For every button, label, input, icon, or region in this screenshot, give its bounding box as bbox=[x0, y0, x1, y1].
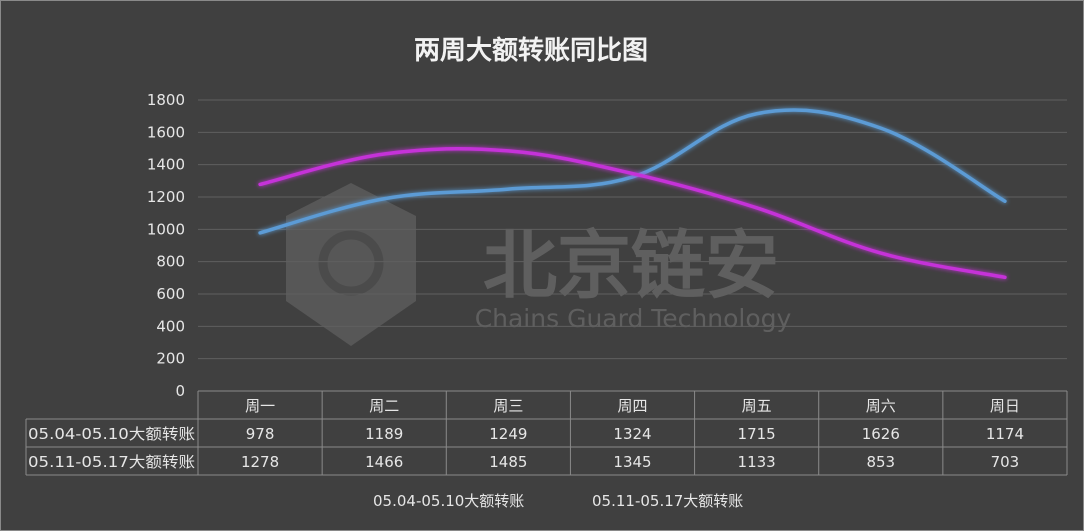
table-value: 703 bbox=[991, 453, 1020, 471]
series-line-2 bbox=[258, 147, 1007, 280]
watermark: 北京链安 Chains Guard Technology bbox=[286, 183, 792, 346]
y-tick-label: 1400 bbox=[147, 156, 185, 174]
watermark-sub-text: Chains Guard Technology bbox=[475, 304, 792, 333]
y-tick-label: 0 bbox=[175, 382, 185, 400]
y-tick-label: 1800 bbox=[147, 91, 185, 109]
series-line-1 bbox=[258, 108, 1007, 235]
y-tick-label: 200 bbox=[156, 350, 185, 368]
watermark-main-text: 北京链安 bbox=[483, 223, 779, 309]
y-tick-label: 1000 bbox=[147, 220, 185, 238]
legend: 05.04-05.10大额转账 05.11-05.17大额转账 bbox=[322, 492, 743, 510]
table-series-label: 05.11-05.17大额转账 bbox=[28, 453, 195, 471]
table-value: 1715 bbox=[738, 425, 776, 443]
gridlines bbox=[198, 99, 1067, 360]
table-value: 1626 bbox=[862, 425, 900, 443]
category-label: 周四 bbox=[617, 397, 647, 415]
y-tick-label: 1600 bbox=[147, 123, 185, 141]
table-value: 1249 bbox=[489, 425, 527, 443]
category-label: 周三 bbox=[493, 397, 523, 415]
legend-label: 05.11-05.17大额转账 bbox=[592, 492, 743, 510]
y-tick-label: 800 bbox=[156, 253, 185, 271]
category-label: 周一 bbox=[245, 397, 275, 415]
table-value: 1189 bbox=[365, 425, 403, 443]
y-tick-label: 600 bbox=[156, 285, 185, 303]
category-label: 周二 bbox=[369, 397, 399, 415]
category-label: 周六 bbox=[866, 397, 896, 415]
table-series-label: 05.04-05.10大额转账 bbox=[28, 425, 195, 443]
table-value: 1174 bbox=[986, 425, 1024, 443]
chart-title: 两周大额转账同比图 bbox=[414, 36, 648, 66]
category-label: 周日 bbox=[990, 397, 1020, 415]
table-value: 853 bbox=[866, 453, 895, 471]
table-value: 1324 bbox=[613, 425, 651, 443]
legend-label: 05.04-05.10大额转账 bbox=[373, 492, 524, 510]
watermark-shield-icon bbox=[286, 183, 416, 346]
table-value: 1345 bbox=[613, 453, 651, 471]
series-lines bbox=[258, 108, 1007, 280]
table-value: 1278 bbox=[241, 453, 279, 471]
table-value: 1133 bbox=[738, 453, 776, 471]
y-axis-ticks: 0 200 400 600 800 1000 1200 1400 1600 1800 bbox=[147, 91, 185, 400]
table-value: 1485 bbox=[489, 453, 527, 471]
y-tick-label: 400 bbox=[156, 317, 185, 335]
table-value: 978 bbox=[246, 425, 275, 443]
watermark-logo-ring bbox=[318, 230, 384, 296]
y-tick-label: 1200 bbox=[147, 188, 185, 206]
category-label: 周五 bbox=[742, 397, 772, 415]
data-table: 周一 周二 周三 周四 周五 周六 周日 05.04-05.10大额转账 978 1189 1249… bbox=[25, 390, 1068, 476]
table-value: 1466 bbox=[365, 453, 403, 471]
